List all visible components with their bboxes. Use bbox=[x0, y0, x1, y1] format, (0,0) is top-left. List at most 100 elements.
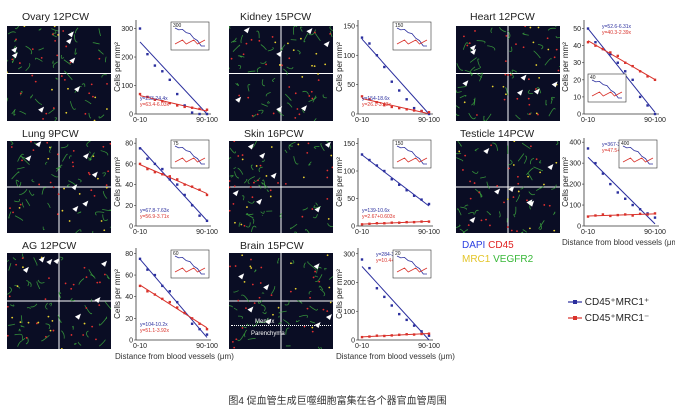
x-tick-label: 0-10 bbox=[581, 229, 595, 236]
data-point-blue bbox=[609, 52, 612, 56]
data-point-red bbox=[146, 95, 149, 99]
panel-title: Lung 9PCW bbox=[22, 128, 79, 140]
micrograph-image bbox=[7, 141, 111, 233]
data-point-red bbox=[368, 98, 371, 101]
data-point-blue bbox=[398, 183, 401, 186]
data-point-red bbox=[405, 220, 408, 224]
data-point-red bbox=[616, 54, 619, 58]
inset-line-red bbox=[622, 157, 654, 163]
regression-line-red bbox=[361, 333, 430, 338]
data-point-red bbox=[168, 300, 171, 304]
x-tick-label: 90-100 bbox=[196, 117, 218, 124]
inset-frame bbox=[618, 139, 658, 169]
y-tick-label: 20 bbox=[573, 77, 581, 84]
data-point-blue bbox=[383, 169, 386, 173]
x-tick-label: 90-100 bbox=[418, 229, 440, 236]
micrograph-image bbox=[456, 26, 560, 121]
micrograph-image bbox=[7, 26, 111, 121]
chart-svg: 0 50 100 150 0-10 90-100 Cells per mm² y=139-10… bbox=[335, 138, 440, 236]
data-point-red bbox=[405, 108, 408, 111]
chart-svg: 0 100 200 300 400 0-10 90-100 Cells per mm² y=36… bbox=[561, 138, 666, 236]
y-tick-label: 20 bbox=[125, 316, 133, 323]
data-point-blue bbox=[594, 41, 597, 44]
regression-line-blue bbox=[139, 147, 208, 221]
data-point-red bbox=[624, 213, 627, 216]
data-point-red bbox=[176, 104, 179, 107]
meninx-label: Meninx bbox=[255, 319, 275, 325]
cd45-label: CD45 bbox=[488, 240, 514, 251]
chart-brain: 0 100 200 300 0-10 90-100 Cells per mm² y=284-3… bbox=[334, 244, 440, 352]
red-line-marker bbox=[568, 316, 582, 321]
data-point-red bbox=[138, 92, 142, 96]
micrograph bbox=[6, 25, 112, 122]
panel-title: Skin 16PCW bbox=[244, 128, 304, 140]
data-point-blue bbox=[368, 42, 371, 45]
series-blue-label: CD45⁺MRC1⁺ bbox=[584, 297, 650, 308]
data-point-red bbox=[146, 167, 149, 171]
data-point-blue bbox=[153, 162, 157, 166]
equation-blue: y=367-36x bbox=[602, 142, 626, 148]
chart-skin: 0 50 100 150 0-10 90-100 Cells per mm² y=139-10… bbox=[334, 134, 440, 238]
inset-chart: 40 bbox=[587, 73, 627, 103]
chart-svg: 0 100 200 300 0-10 90-100 Cells per mm² y=233-2… bbox=[113, 20, 218, 124]
data-point-red bbox=[138, 162, 142, 166]
data-point-blue bbox=[624, 70, 627, 73]
data-point-red bbox=[176, 306, 179, 309]
data-point-red bbox=[405, 333, 408, 336]
micrograph: Meninx Parenchyma bbox=[228, 252, 334, 350]
inset-frame bbox=[170, 21, 210, 51]
x-tick-label: 0-10 bbox=[133, 229, 147, 236]
chart-svg: 0 100 200 300 0-10 90-100 Cells per mm² y=284-3… bbox=[335, 248, 440, 350]
y-tick-label: 400 bbox=[569, 140, 581, 147]
data-point-red bbox=[375, 222, 379, 225]
data-point-blue bbox=[586, 27, 590, 30]
y-tick-label: 0 bbox=[577, 224, 581, 231]
series-legend-red: CD45⁺MRC1⁻ bbox=[568, 313, 649, 324]
inset-line-blue bbox=[591, 79, 622, 99]
inset-line-blue bbox=[174, 27, 205, 47]
data-point-red bbox=[383, 103, 386, 107]
data-point-red bbox=[594, 44, 597, 47]
channel-legend-2: MRC1 VEGFR2 bbox=[462, 254, 533, 265]
y-axis-title: Cells per mm² bbox=[335, 42, 344, 92]
inset-tick-label: 400 bbox=[621, 141, 630, 147]
y-tick-label: 0 bbox=[351, 112, 355, 119]
x-tick-label: 90-100 bbox=[196, 343, 218, 350]
data-point-red bbox=[153, 293, 157, 296]
data-point-red bbox=[368, 222, 371, 225]
data-point-red bbox=[360, 335, 364, 339]
data-point-blue bbox=[138, 147, 142, 150]
data-point-blue bbox=[176, 300, 179, 304]
data-point-red bbox=[183, 311, 186, 315]
data-point-red bbox=[398, 106, 401, 110]
data-point-blue bbox=[190, 322, 194, 325]
inset-tick-label: 40 bbox=[590, 75, 596, 81]
data-point-blue bbox=[427, 202, 431, 206]
equation-red: y=40.3-2.39x bbox=[602, 30, 632, 36]
y-tick-label: 0 bbox=[129, 112, 133, 119]
data-point-red bbox=[190, 185, 194, 188]
y-tick-label: 50 bbox=[573, 26, 581, 33]
data-point-red bbox=[360, 95, 364, 98]
data-point-red bbox=[601, 47, 605, 51]
equation-red: y=2.67+0.603x bbox=[362, 214, 396, 220]
inset-line-blue bbox=[174, 145, 205, 165]
data-point-blue bbox=[183, 193, 186, 197]
data-point-blue bbox=[405, 189, 408, 192]
data-point-blue bbox=[168, 178, 171, 181]
y-axis-title: Cells per mm² bbox=[561, 157, 570, 207]
inset-chart: 150 bbox=[392, 21, 432, 51]
data-point-blue bbox=[153, 64, 157, 67]
data-point-red bbox=[190, 106, 194, 109]
inset-line-red bbox=[396, 157, 428, 163]
inset-frame bbox=[392, 139, 432, 169]
y-tick-label: 150 bbox=[343, 23, 355, 30]
equation-blue: y=139-10.6x bbox=[362, 208, 390, 214]
regression-line-blue bbox=[587, 156, 656, 225]
equation-red: y=47.5+1.15x bbox=[602, 148, 633, 154]
inset-frame bbox=[170, 249, 210, 279]
inset-line-red bbox=[591, 91, 623, 97]
inset-tick-label: 150 bbox=[395, 23, 404, 29]
y-axis-title: Cells per mm² bbox=[335, 269, 344, 319]
data-point-blue bbox=[183, 104, 186, 107]
